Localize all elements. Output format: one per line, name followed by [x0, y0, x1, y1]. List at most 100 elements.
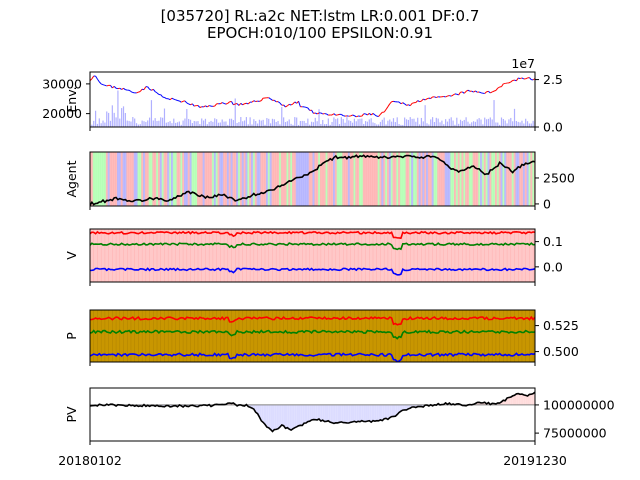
price-segment	[294, 101, 297, 104]
price-segment	[518, 77, 521, 80]
action-band	[241, 152, 245, 206]
volume-bar	[270, 123, 272, 127]
volume-bar	[262, 119, 264, 127]
action-band	[122, 152, 126, 206]
action-band	[513, 152, 517, 206]
volume-bar	[189, 119, 192, 127]
pv-fill	[507, 397, 509, 405]
action-band	[319, 152, 323, 206]
price-segment	[167, 98, 171, 101]
price-segment	[97, 78, 100, 83]
action-band	[290, 152, 293, 206]
volume-bar	[337, 118, 339, 127]
pv-fill	[391, 404, 394, 417]
price-segment	[231, 101, 234, 106]
action-band	[511, 152, 515, 206]
action-band	[349, 152, 353, 206]
pv-fill	[274, 404, 277, 430]
action-band	[245, 152, 248, 206]
action-band	[210, 152, 213, 206]
action-band	[485, 152, 489, 206]
p-blue-line	[90, 352, 535, 362]
volume-bar	[476, 119, 478, 127]
action-band	[394, 152, 397, 206]
volume-bar	[510, 117, 512, 127]
volume-bar	[391, 121, 393, 127]
pv-fill	[352, 404, 355, 422]
pv-fill	[529, 394, 532, 405]
pv-fill	[521, 394, 524, 405]
pv-fill	[333, 404, 336, 424]
pv-fill	[283, 404, 286, 429]
pv-fill	[361, 404, 364, 422]
volume-bar	[202, 120, 205, 127]
env-volume-ytick-label: 2.5	[543, 72, 563, 87]
volume-bar	[210, 120, 212, 127]
price-segment	[260, 97, 264, 101]
pv-fill	[266, 404, 269, 428]
volume-bar	[458, 123, 460, 127]
price-segment	[139, 88, 143, 92]
pv-fill	[328, 404, 331, 423]
volume-bar	[160, 117, 162, 127]
price-segment	[199, 106, 202, 108]
volume-bar	[290, 123, 292, 127]
action-band	[144, 152, 148, 206]
price-segment	[389, 101, 393, 105]
pv-fill	[378, 404, 381, 421]
volume-bar	[338, 124, 341, 127]
volume-bar	[96, 123, 99, 127]
volume-bar	[197, 121, 199, 127]
action-band	[334, 152, 338, 206]
pv-fill	[514, 393, 517, 405]
agent-ylabel: Agent	[64, 160, 79, 197]
volume-bar	[528, 123, 531, 127]
volume-bar	[519, 122, 521, 127]
price-segment	[475, 90, 478, 93]
volume-bar	[502, 118, 504, 127]
volume-bar	[350, 120, 352, 127]
volume-bar	[255, 121, 257, 127]
pv-frame	[89, 387, 536, 442]
volume-bar	[526, 121, 529, 127]
volume-bar	[195, 121, 197, 127]
action-band	[381, 152, 384, 206]
price-segment	[508, 81, 512, 84]
price-segment	[164, 97, 167, 100]
volume-bar	[439, 122, 441, 127]
volume-bar	[361, 118, 363, 127]
volume-bar	[273, 119, 275, 127]
volume-bar	[359, 118, 361, 127]
action-band	[439, 152, 442, 206]
volume-bar	[206, 124, 208, 127]
volume-bar	[383, 117, 385, 127]
volume-bar	[312, 122, 315, 127]
action-band	[236, 152, 239, 206]
action-band	[254, 152, 258, 206]
price-segment	[402, 102, 405, 105]
volume-bar	[268, 118, 270, 127]
volume-bar	[93, 120, 95, 127]
pv-plot-area	[90, 391, 535, 433]
action-band	[126, 152, 129, 206]
action-band	[390, 152, 394, 206]
action-band	[295, 152, 299, 206]
volume-bar	[417, 117, 419, 127]
volume-bar	[515, 121, 517, 127]
pv-fill	[315, 404, 318, 420]
action-band	[377, 152, 381, 206]
action-band	[141, 152, 144, 206]
action-band	[396, 152, 399, 206]
agent-ytick-label: 2500	[543, 170, 575, 185]
volume-bar	[143, 121, 145, 127]
action-band	[522, 152, 526, 206]
x-start-label: 20180102	[58, 453, 122, 468]
volume-bar	[363, 123, 365, 127]
volume-bar	[178, 121, 180, 127]
action-band	[440, 152, 444, 206]
pv-fill	[365, 404, 368, 422]
action-band	[262, 152, 265, 206]
price-segment	[315, 112, 318, 115]
volume-bar	[286, 121, 288, 127]
pv-fill	[335, 404, 338, 423]
